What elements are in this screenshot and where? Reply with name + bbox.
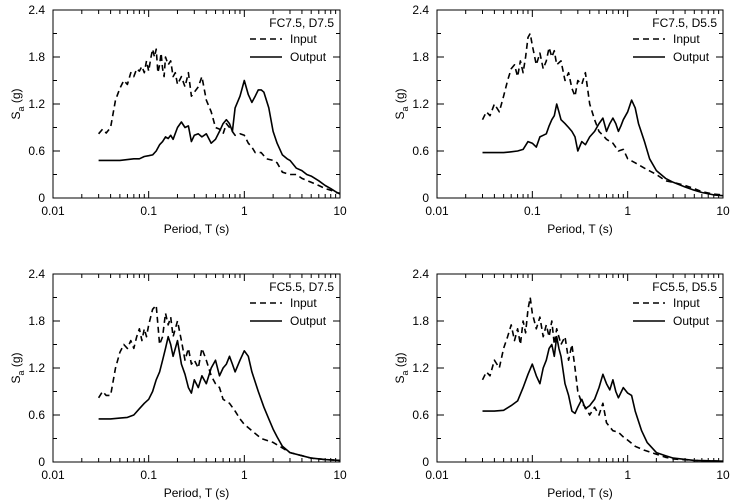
y-axis-label: Sa (g) xyxy=(9,352,26,383)
y-tick-label: 0 xyxy=(422,191,429,205)
y-axis-label-unit: (g) xyxy=(9,88,23,106)
chart-panel-4: 0.01 0.1 1 10 0 0.6 1.2 1.8 2.4 Period, T (s) Sa (… xyxy=(393,267,730,500)
y-tick-label: 0.6 xyxy=(28,144,45,158)
series-line-input xyxy=(97,304,341,462)
series-line-output xyxy=(98,335,341,462)
y-tick-label: 1.8 xyxy=(28,314,45,328)
legend-label-input: Input xyxy=(290,32,317,46)
y-axis-label: Sa (g) xyxy=(9,88,26,119)
y-axis-label-subscript: a xyxy=(16,106,26,111)
x-tick-label: 0.1 xyxy=(524,204,541,218)
x-tick-label: 0.01 xyxy=(425,204,449,218)
y-tick-label: 2.4 xyxy=(28,3,45,17)
legend-label-input: Input xyxy=(673,296,700,310)
x-tick-label: 0.1 xyxy=(140,204,157,218)
series-line-output xyxy=(482,335,724,462)
y-axis-label-symbol: S xyxy=(9,112,23,120)
x-axis-label: Period, T (s) xyxy=(164,486,230,500)
y-axis-label-subscript: a xyxy=(400,106,410,111)
legend-label-output: Output xyxy=(290,314,327,328)
y-axis-label-subscript: a xyxy=(16,370,26,375)
x-tick-label: 10 xyxy=(333,468,347,482)
y-tick-label: 1.2 xyxy=(412,97,429,111)
y-axis-label-subscript: a xyxy=(400,370,410,375)
chart-panel-3: 0.01 0.1 1 10 0 0.6 1.2 1.8 2.4 Period, T (s) Sa (… xyxy=(9,267,347,500)
legend-label-input: Input xyxy=(290,296,317,310)
x-tick-label: 10 xyxy=(333,204,347,218)
y-tick-label: 0 xyxy=(422,455,429,469)
legend-label-output: Output xyxy=(673,314,710,328)
x-axis-label: Period, T (s) xyxy=(547,222,613,236)
y-tick-label: 0.6 xyxy=(28,408,45,422)
chart-title: FC5.5, D7.5 xyxy=(269,280,334,294)
series-line-input xyxy=(481,32,724,196)
chart-title: FC7.5, D5.5 xyxy=(652,16,717,30)
y-tick-label: 1.8 xyxy=(412,314,429,328)
x-tick-label: 10 xyxy=(716,204,730,218)
chart-panel-1: 0.01 0.1 1 10 0 0.6 1.2 1.8 2.4 Period, T (s) Sa (… xyxy=(9,3,347,236)
x-tick-label: 0.01 xyxy=(41,204,65,218)
y-axis-label-symbol: S xyxy=(9,376,23,384)
y-tick-label: 1.8 xyxy=(28,50,45,64)
y-tick-label: 1.2 xyxy=(28,97,45,111)
y-tick-label: 0.6 xyxy=(412,144,429,158)
x-tick-label: 1 xyxy=(241,204,248,218)
chart-panel-2: 0.01 0.1 1 10 0 0.6 1.2 1.8 2.4 Period, T (s) Sa (… xyxy=(393,3,730,236)
x-tick-label: 0.01 xyxy=(41,468,65,482)
x-tick-label: 0.1 xyxy=(524,468,541,482)
x-axis-label: Period, T (s) xyxy=(547,486,613,500)
y-axis-label-symbol: S xyxy=(393,112,407,120)
y-tick-label: 2.4 xyxy=(412,3,429,17)
y-tick-label: 1.2 xyxy=(28,361,45,375)
x-tick-label: 0.1 xyxy=(140,468,157,482)
legend-label-input: Input xyxy=(673,32,700,46)
x-tick-label: 1 xyxy=(624,204,631,218)
legend-label-output: Output xyxy=(673,50,710,64)
y-axis-label-unit: (g) xyxy=(393,352,407,370)
y-axis-label: Sa (g) xyxy=(393,88,410,119)
series-line-output xyxy=(98,79,341,195)
y-axis-label-unit: (g) xyxy=(393,88,407,106)
y-tick-label: 1.8 xyxy=(412,50,429,64)
y-axis-label-unit: (g) xyxy=(9,352,23,370)
series-line-output xyxy=(482,99,724,197)
y-tick-label: 1.2 xyxy=(412,361,429,375)
x-tick-label: 1 xyxy=(241,468,248,482)
x-tick-label: 1 xyxy=(624,468,631,482)
x-tick-label: 0.01 xyxy=(425,468,449,482)
series-line-input xyxy=(97,48,341,195)
chart-title: FC7.5, D7.5 xyxy=(269,16,334,30)
legend-label-output: Output xyxy=(290,50,327,64)
y-tick-label: 2.4 xyxy=(28,267,45,281)
series-line-input xyxy=(481,296,724,462)
y-axis-label: Sa (g) xyxy=(393,352,410,383)
x-axis-label: Period, T (s) xyxy=(164,222,230,236)
x-tick-label: 10 xyxy=(716,468,730,482)
y-tick-label: 0 xyxy=(38,455,45,469)
y-axis-label-symbol: S xyxy=(393,376,407,384)
y-tick-label: 0.6 xyxy=(412,408,429,422)
chart-title: FC5.5, D5.5 xyxy=(652,280,717,294)
y-tick-label: 2.4 xyxy=(412,267,429,281)
y-tick-label: 0 xyxy=(38,191,45,205)
